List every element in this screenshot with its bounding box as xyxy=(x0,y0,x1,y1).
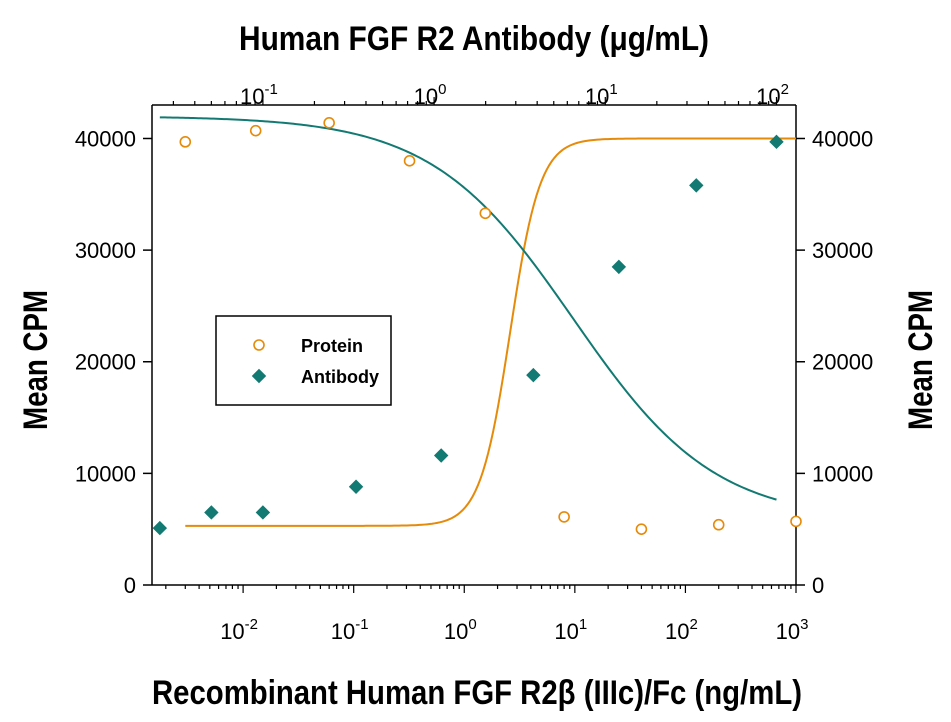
chart-title: Human FGF R2 Antibody (μg/mL) xyxy=(239,20,709,58)
legend: Protein Antibody xyxy=(215,315,392,406)
left-y-axis: 0 10000 20000 30000 40000 xyxy=(75,105,153,598)
antibody-data-point xyxy=(611,259,627,275)
legend-protein-label: Protein xyxy=(301,336,363,356)
bottom-tick-label: 103 xyxy=(776,616,809,644)
protein-data-point xyxy=(249,124,262,137)
top-tick-label: 100 xyxy=(414,81,447,109)
legend-protein-marker xyxy=(253,339,265,351)
antibody-data-point xyxy=(769,134,784,150)
legend-antibody-label: Antibody xyxy=(301,367,379,387)
right-y-axis: 0 10000 20000 30000 40000 xyxy=(795,105,873,598)
antibody-data-point xyxy=(152,520,168,536)
antibody-data-point xyxy=(433,448,449,463)
left-tick-label: 40000 xyxy=(75,126,136,151)
antibody-data-point xyxy=(526,367,541,383)
right-tick-label: 10000 xyxy=(812,461,873,486)
legend-antibody-marker xyxy=(251,368,267,384)
protein-data-point xyxy=(790,515,802,528)
antibody-data-point xyxy=(689,178,704,193)
protein-data-point xyxy=(323,117,335,129)
top-tick-label: 10-1 xyxy=(240,81,278,109)
right-tick-label: 0 xyxy=(812,573,824,598)
bottom-x-axis: 10-2 10-1 100 101 102 103 xyxy=(152,584,809,644)
protein-data-point xyxy=(179,136,192,148)
top-x-axis: 10-1 100 101 102 xyxy=(152,81,796,109)
y-axis-label-left: Mean CPM xyxy=(17,290,55,430)
legend-box xyxy=(215,315,392,406)
protein-data-point xyxy=(712,518,725,531)
right-tick-label: 30000 xyxy=(812,238,873,263)
antibody-fit-curve xyxy=(159,116,777,501)
x-axis-label: Recombinant Human FGF R2β (IIIc)/Fc (ng/… xyxy=(152,674,802,712)
protein-data-point xyxy=(479,207,492,220)
left-tick-label: 20000 xyxy=(75,350,136,375)
bottom-tick-label: 10-1 xyxy=(331,616,369,644)
bottom-tick-label: 101 xyxy=(554,616,587,644)
y-axis-label-right: Mean CPM xyxy=(902,290,940,430)
right-tick-label: 40000 xyxy=(812,126,873,151)
protein-data-point xyxy=(403,155,416,167)
bottom-tick-label: 10-2 xyxy=(220,616,258,644)
left-tick-label: 30000 xyxy=(75,238,136,263)
fit-curves xyxy=(159,116,796,527)
antibody-data-point xyxy=(348,479,364,494)
protein-data-point xyxy=(635,523,648,535)
antibody-data-point xyxy=(255,505,271,520)
antibody-data-point xyxy=(204,505,219,520)
top-tick-label: 102 xyxy=(756,81,789,109)
left-tick-label: 0 xyxy=(124,573,136,598)
protein-fit-curve xyxy=(185,137,796,527)
top-tick-label: 101 xyxy=(585,81,618,109)
left-tick-label: 10000 xyxy=(75,461,136,486)
bottom-tick-label: 100 xyxy=(444,616,477,644)
right-tick-label: 20000 xyxy=(812,350,873,375)
protein-data-point xyxy=(558,511,570,523)
bottom-tick-label: 102 xyxy=(665,616,698,644)
data-points xyxy=(152,117,802,536)
